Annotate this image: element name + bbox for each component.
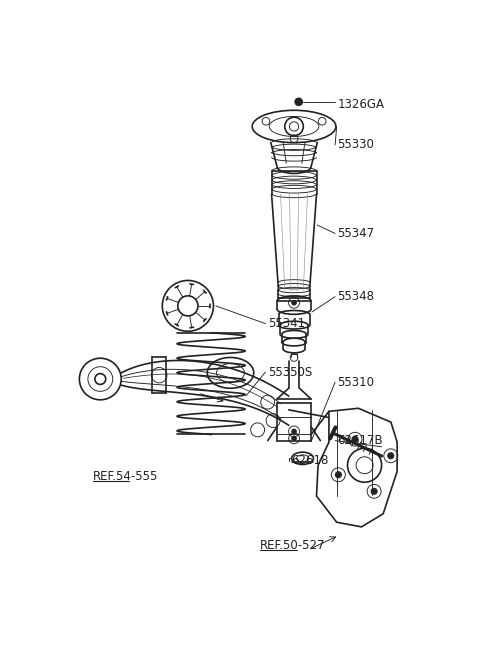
Text: 55341: 55341 [268, 317, 305, 330]
Text: 55310: 55310 [337, 376, 374, 388]
Circle shape [292, 429, 296, 434]
Circle shape [335, 472, 341, 478]
Text: 55330: 55330 [337, 138, 374, 152]
Text: 55348: 55348 [337, 290, 374, 303]
Text: 55347: 55347 [337, 227, 374, 240]
Text: REF.54-555: REF.54-555 [93, 470, 158, 483]
Circle shape [388, 453, 394, 459]
Circle shape [352, 436, 358, 442]
Text: 55350S: 55350S [268, 365, 312, 379]
Text: 1326GA: 1326GA [337, 98, 384, 112]
Circle shape [292, 300, 296, 305]
Circle shape [292, 436, 296, 441]
Text: 62618: 62618 [291, 454, 328, 467]
Circle shape [295, 98, 302, 106]
Circle shape [371, 488, 377, 495]
Text: REF.50-527: REF.50-527 [260, 539, 325, 552]
Text: 62617B: 62617B [337, 434, 383, 447]
Circle shape [95, 374, 106, 384]
